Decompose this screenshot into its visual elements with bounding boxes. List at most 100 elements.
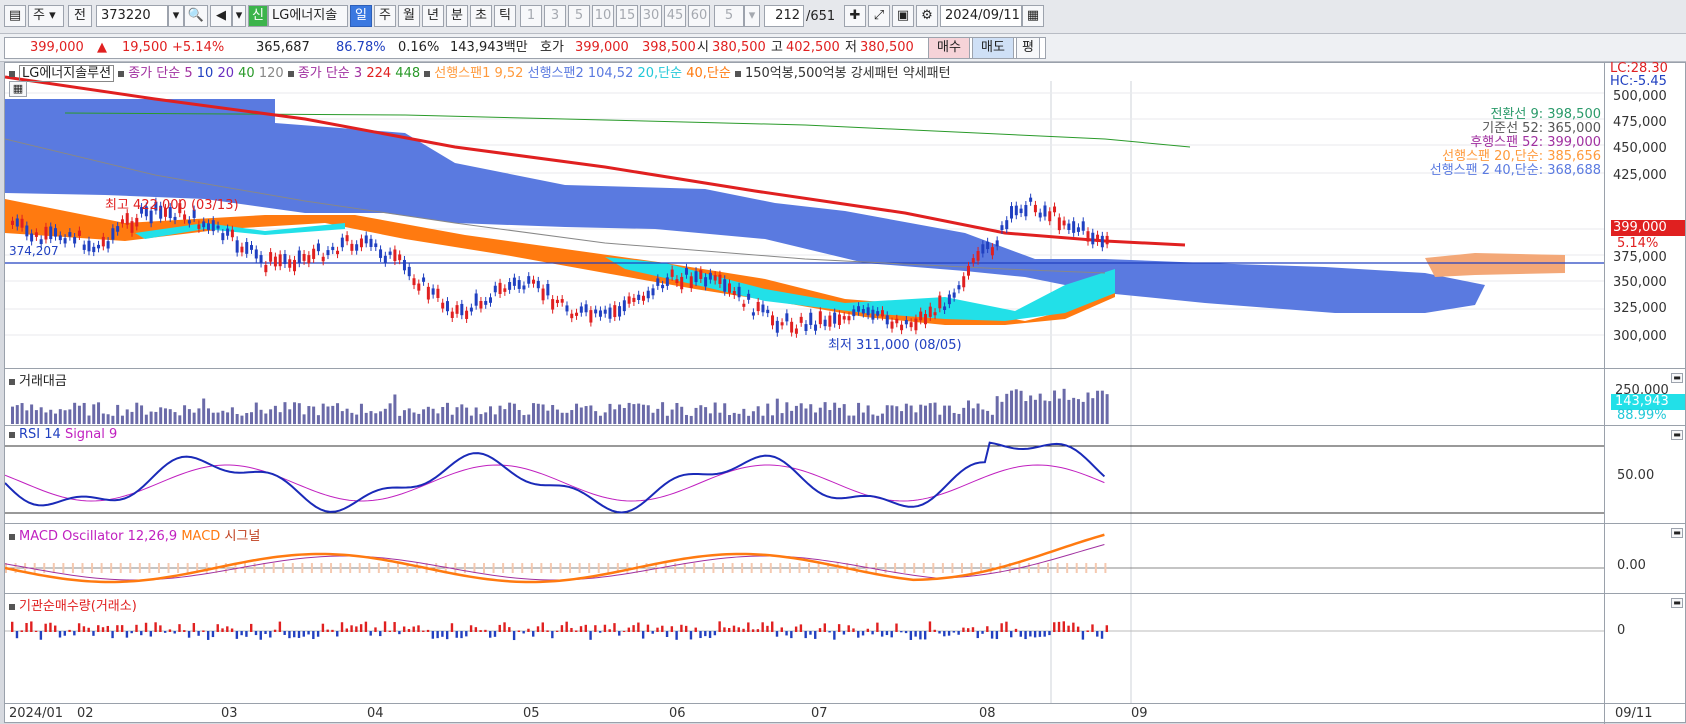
candle [355, 244, 359, 251]
period-select[interactable]: 주 ▾ [28, 5, 64, 27]
interval-10-button[interactable]: 10 [592, 5, 614, 27]
date-input[interactable]: 2024/09/11 [940, 5, 1022, 27]
candle [92, 246, 96, 253]
volume-bar [326, 406, 330, 424]
gear-icon[interactable]: ⚙ [916, 5, 938, 27]
volume-bar [799, 403, 803, 424]
interval-15-button[interactable]: 15 [616, 5, 638, 27]
inst-bar [962, 627, 965, 632]
candle [436, 288, 440, 298]
inst-bar [168, 629, 172, 632]
calendar-icon[interactable]: ▦ [1022, 5, 1044, 27]
ma-b-label: 종가 단순 3 [297, 66, 363, 81]
save-icon[interactable]: ▣ [892, 5, 914, 27]
candle [206, 223, 210, 230]
volume-bar [751, 411, 755, 424]
zoom-icon[interactable]: ⤢ [868, 5, 890, 27]
period-second-button[interactable]: 초 [470, 5, 492, 27]
inst-bar [986, 626, 989, 632]
rsi-collapse-icon[interactable]: ▬ [1671, 430, 1683, 440]
volume-bar [178, 415, 182, 424]
interval-45-button[interactable]: 45 [664, 5, 686, 27]
chart-area[interactable]: LG에너지솔루션 종가 단순 5 10 20 40 120 종가 단순 3 22… [4, 61, 1686, 724]
inst-bar [393, 622, 396, 632]
grid-table-icon[interactable]: ▦ [9, 81, 27, 97]
buy-button[interactable]: 매수 [928, 37, 970, 59]
candle [307, 255, 311, 264]
stock-code-input[interactable]: 373220 [96, 5, 168, 27]
macd-histogram-bar [1094, 563, 1097, 573]
candle [273, 256, 277, 267]
layout-icon[interactable]: ▤ [4, 5, 26, 27]
count-dropdown-icon[interactable]: ▾ [744, 5, 760, 27]
inst-bar [154, 622, 157, 632]
period-year-button[interactable]: 년 [422, 5, 444, 27]
volume-bar [732, 412, 736, 424]
candle [417, 283, 421, 291]
candle [919, 311, 923, 321]
inst-bar [880, 631, 884, 637]
period-day-button[interactable]: 일 [350, 5, 372, 27]
speaker-dropdown-icon[interactable]: ▾ [232, 5, 246, 27]
inst-bar [575, 630, 578, 632]
interval-30-button[interactable]: 30 [640, 5, 662, 27]
volume-bar [340, 411, 344, 424]
macd-histogram-bar [817, 563, 820, 573]
period-tick-button[interactable]: 틱 [494, 5, 516, 27]
macd-histogram-bar [320, 563, 323, 573]
inst-bar [1096, 631, 1099, 637]
macd-histogram-bar [177, 563, 180, 573]
candle [895, 318, 899, 324]
stock-name[interactable]: LG에너지솔 [268, 5, 348, 27]
inst-bar [1105, 625, 1109, 632]
low-annotation: 최저 311,000 (08/05) [828, 338, 962, 353]
candle [684, 267, 688, 275]
macd-histogram-bar [14, 563, 17, 573]
price-tick-label: 475,000 [1613, 115, 1667, 130]
inst-collapse-icon[interactable]: ▬ [1671, 598, 1683, 608]
candle [947, 294, 951, 305]
stock-legend[interactable]: LG에너지솔루션 [19, 65, 115, 82]
interval-60-button[interactable]: 60 [688, 5, 710, 27]
page-total: /651 [806, 9, 836, 24]
inst-bar [938, 631, 941, 634]
macd-histogram-bar [33, 563, 36, 573]
inst-bar [259, 631, 262, 640]
volume-bar [503, 409, 507, 424]
volume-bar [273, 405, 277, 424]
interval-5-button[interactable]: 5 [568, 5, 590, 27]
candle [331, 246, 335, 251]
volume-collapse-icon[interactable]: ▬ [1671, 373, 1683, 383]
macd-histogram-bar [71, 563, 74, 573]
inst-bar [632, 625, 635, 632]
volume-bar [589, 405, 593, 424]
macd-histogram-bar [722, 563, 724, 573]
crosshair-icon[interactable]: ✚ [844, 5, 866, 27]
speaker-icon[interactable]: ◀ [210, 5, 232, 27]
period-minute-button[interactable]: 분 [446, 5, 468, 27]
volume-bar [713, 402, 717, 424]
interval-count-select[interactable]: 5 [714, 5, 744, 27]
sell-button[interactable]: 매도 [972, 37, 1014, 59]
interval-3-button[interactable]: 3 [544, 5, 566, 27]
candle [804, 324, 808, 331]
candle [670, 269, 674, 277]
candle [536, 280, 540, 289]
macd-histogram-bar [110, 563, 113, 573]
eval-button[interactable]: 평 [1016, 37, 1040, 59]
code-dropdown-icon[interactable]: ▾ [168, 5, 184, 27]
period-week-button[interactable]: 주 [374, 5, 396, 27]
candle [34, 232, 38, 237]
current-pct: 5.14% [1617, 236, 1659, 251]
interval-1-button[interactable]: 1 [520, 5, 542, 27]
volume-bar [1081, 401, 1085, 424]
volume-bar [1053, 390, 1057, 424]
inst-bar [135, 624, 138, 632]
page-current-input[interactable]: 212 [764, 5, 804, 27]
candle [125, 213, 129, 225]
period-month-button[interactable]: 월 [398, 5, 420, 27]
search-icon[interactable]: 🔍 [184, 5, 208, 27]
volume-bar [1019, 390, 1023, 424]
macd-collapse-icon[interactable]: ▬ [1671, 528, 1683, 538]
prev-button[interactable]: 전 [68, 5, 92, 27]
